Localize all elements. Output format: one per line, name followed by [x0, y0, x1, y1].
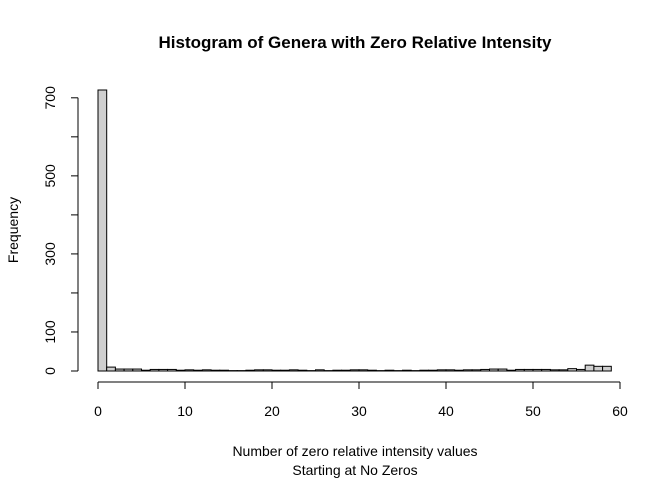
histogram-bar	[341, 369, 351, 372]
y-tick-label: 300	[42, 242, 58, 266]
histogram-bar	[523, 368, 534, 372]
histogram-bar	[480, 368, 490, 372]
x-tick-label: 60	[612, 403, 628, 419]
histogram-bar	[506, 369, 517, 372]
bars-group	[97, 89, 612, 372]
x-tick-label: 30	[351, 403, 367, 419]
y-axis-label: Frequency	[5, 197, 21, 263]
histogram-bar	[254, 369, 264, 372]
histogram-bar	[471, 369, 482, 372]
histogram-bar	[288, 369, 299, 372]
histogram-bar	[106, 366, 116, 372]
x-axis-label: Number of zero relative intensity values	[232, 443, 477, 459]
y-axis: 0 100 300 500 700	[42, 86, 79, 375]
y-tick-label: 500	[42, 164, 58, 188]
histogram-bar	[97, 89, 108, 372]
histogram-bar	[454, 369, 464, 372]
histogram-bar	[489, 368, 499, 372]
histogram-bar	[193, 369, 203, 372]
histogram-bar	[515, 368, 525, 372]
y-tick-label: 700	[42, 86, 58, 110]
histogram-bar	[349, 369, 360, 372]
histogram-bar	[497, 368, 508, 372]
histogram-bar	[549, 369, 560, 372]
histogram-bar	[210, 369, 221, 372]
histogram-bar	[384, 369, 395, 372]
chart-title: Histogram of Genera with Zero Relative I…	[159, 33, 553, 52]
histogram-bar	[184, 369, 195, 372]
histogram-bar	[332, 369, 343, 372]
histogram-bar	[532, 368, 543, 372]
histogram-bar	[558, 369, 569, 372]
x-axis-sublabel: Starting at No Zeros	[292, 462, 417, 478]
histogram-bar	[158, 368, 169, 372]
histogram-bar	[602, 365, 612, 372]
histogram-bar	[175, 369, 186, 372]
histogram-bar	[428, 369, 438, 372]
x-tick-label: 50	[525, 403, 541, 419]
histogram-bar	[280, 369, 290, 372]
histogram-bar	[167, 368, 177, 372]
histogram-bar	[123, 368, 134, 372]
histogram-bar	[576, 368, 586, 372]
x-tick-label: 10	[177, 403, 193, 419]
histogram-bar	[262, 369, 273, 372]
y-tick-label: 100	[42, 320, 58, 344]
histogram-bar	[132, 368, 143, 372]
x-tick-label: 0	[94, 403, 102, 419]
histogram-bar	[367, 369, 377, 372]
histogram-bar	[445, 369, 456, 372]
x-tick-label: 40	[438, 403, 454, 419]
histogram-bar	[114, 368, 125, 372]
histogram-bar	[315, 369, 325, 372]
histogram-bar	[462, 369, 473, 372]
histogram-bar	[245, 369, 256, 372]
histogram-bar	[219, 369, 230, 372]
histogram-bar	[593, 365, 604, 372]
x-axis: 0 10 20 30 40 50 60	[94, 381, 628, 419]
histogram-bar	[567, 368, 577, 372]
y-tick-label: 0	[42, 367, 58, 375]
histogram-bar	[141, 369, 151, 372]
histogram-bar	[541, 368, 551, 372]
histogram-bar	[584, 364, 595, 372]
histogram-bar	[358, 369, 369, 372]
x-tick-label: 20	[264, 403, 280, 419]
histogram-bar	[419, 369, 430, 372]
histogram-bar	[436, 369, 447, 372]
histogram-bar	[402, 369, 412, 372]
histogram-bar	[297, 369, 308, 372]
histogram-bar	[149, 368, 160, 372]
histogram-bar	[271, 369, 282, 372]
histogram-bar	[201, 369, 212, 372]
